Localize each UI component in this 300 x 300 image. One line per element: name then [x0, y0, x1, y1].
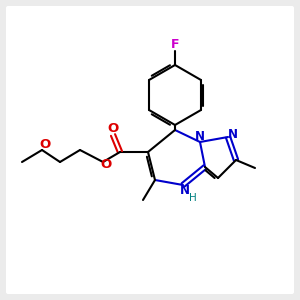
Text: H: H — [189, 193, 197, 203]
Text: O: O — [100, 158, 112, 172]
Text: F: F — [171, 38, 179, 52]
Text: N: N — [180, 184, 190, 197]
Text: N: N — [228, 128, 238, 140]
Text: O: O — [39, 139, 51, 152]
FancyBboxPatch shape — [6, 6, 294, 294]
Text: N: N — [195, 130, 205, 143]
Text: O: O — [107, 122, 118, 134]
